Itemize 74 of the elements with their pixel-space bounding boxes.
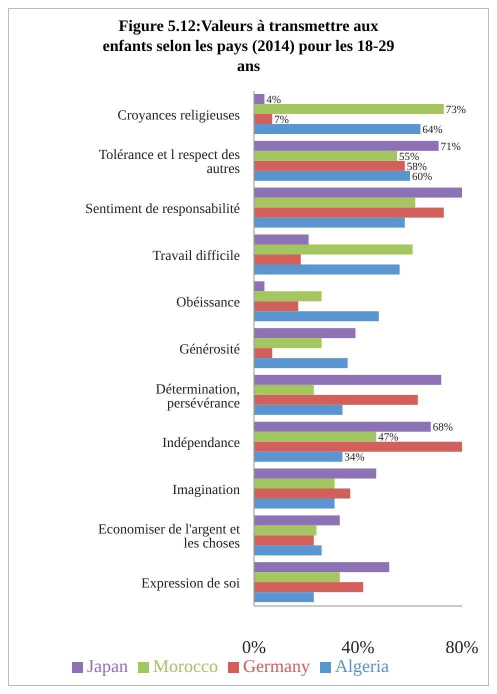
bar: [254, 264, 400, 274]
y-tick-label: Tolérance et l respect des autres: [98, 148, 240, 178]
x-tick-label: 80%: [446, 636, 478, 657]
bar: [254, 124, 420, 134]
y-tick-label: Obéissance: [176, 296, 240, 311]
bar: [254, 515, 340, 526]
bar: [254, 291, 322, 302]
bar: [254, 301, 298, 312]
legend-label: Japan: [87, 656, 128, 676]
data-label: 55%: [399, 150, 420, 163]
chart-title: Figure 5.12:Valeurs à transmettre aux enfants selon les pays (2014) pour les 18-29 ans: [102, 17, 396, 77]
y-tick-label: Economiser de l'argent et les choses: [98, 522, 240, 552]
bar: [254, 432, 376, 442]
bar: [254, 188, 462, 198]
bar: [254, 582, 364, 592]
bar: [254, 348, 272, 358]
x-tick-label: 0%: [242, 636, 266, 657]
data-label: 71%: [440, 140, 461, 153]
bar: [254, 328, 356, 338]
bar: [254, 198, 416, 208]
bar: [254, 562, 390, 572]
bar: [254, 150, 397, 161]
bar: [254, 358, 348, 368]
bar: [254, 468, 376, 479]
bar: [254, 452, 342, 462]
legend-label: Morocco: [153, 656, 218, 676]
data-label: 73%: [446, 104, 466, 116]
y-tick-label: Travail difficile: [152, 248, 240, 264]
bar: [254, 442, 462, 452]
y-tick-label: Détermination, persévérance: [156, 382, 240, 412]
bar: [254, 114, 272, 124]
data-label: 34%: [344, 452, 365, 464]
bar: [254, 104, 444, 114]
bar: [254, 281, 264, 292]
bar: [254, 140, 439, 151]
bar: [254, 592, 314, 602]
bar: [254, 311, 379, 322]
bar: [254, 488, 350, 499]
y-tick-label: Sentiment de responsabilité: [85, 202, 240, 218]
data-label: 4%: [266, 94, 282, 106]
y-tick-label: Imagination: [172, 482, 240, 498]
bar: [254, 234, 309, 244]
data-label: 7%: [274, 114, 289, 126]
bar: [254, 208, 444, 218]
bar: [254, 525, 316, 536]
data-label: 64%: [422, 124, 443, 136]
bar: [254, 545, 322, 556]
data-label: 47%: [378, 432, 398, 444]
y-tick-label: Expression de soi: [141, 576, 240, 592]
legend-label: Algeria: [334, 656, 389, 676]
bar: [254, 338, 322, 348]
bar: [254, 374, 442, 385]
bar: [254, 254, 301, 264]
y-tick-label: Indépendance: [162, 436, 240, 452]
data-label: 68%: [432, 422, 453, 434]
y-tick-label: Générosité: [179, 342, 240, 358]
data-label: 58%: [406, 160, 427, 173]
bar: [254, 394, 418, 405]
bar: [254, 160, 405, 171]
bar: [254, 498, 335, 509]
bar: [254, 384, 314, 395]
x-tick-label: 40%: [342, 636, 374, 657]
bar: [254, 422, 431, 432]
data-label: 60%: [412, 170, 432, 183]
bar: [254, 535, 314, 546]
bar: [254, 478, 335, 489]
legend-label: Germany: [243, 656, 310, 676]
bar: [254, 244, 413, 254]
bar: [254, 404, 342, 415]
bar: [254, 218, 405, 228]
bar: [254, 572, 340, 582]
bar: [254, 170, 410, 181]
bar: [254, 94, 264, 104]
y-tick-label: Croyances religieuses: [118, 108, 240, 124]
